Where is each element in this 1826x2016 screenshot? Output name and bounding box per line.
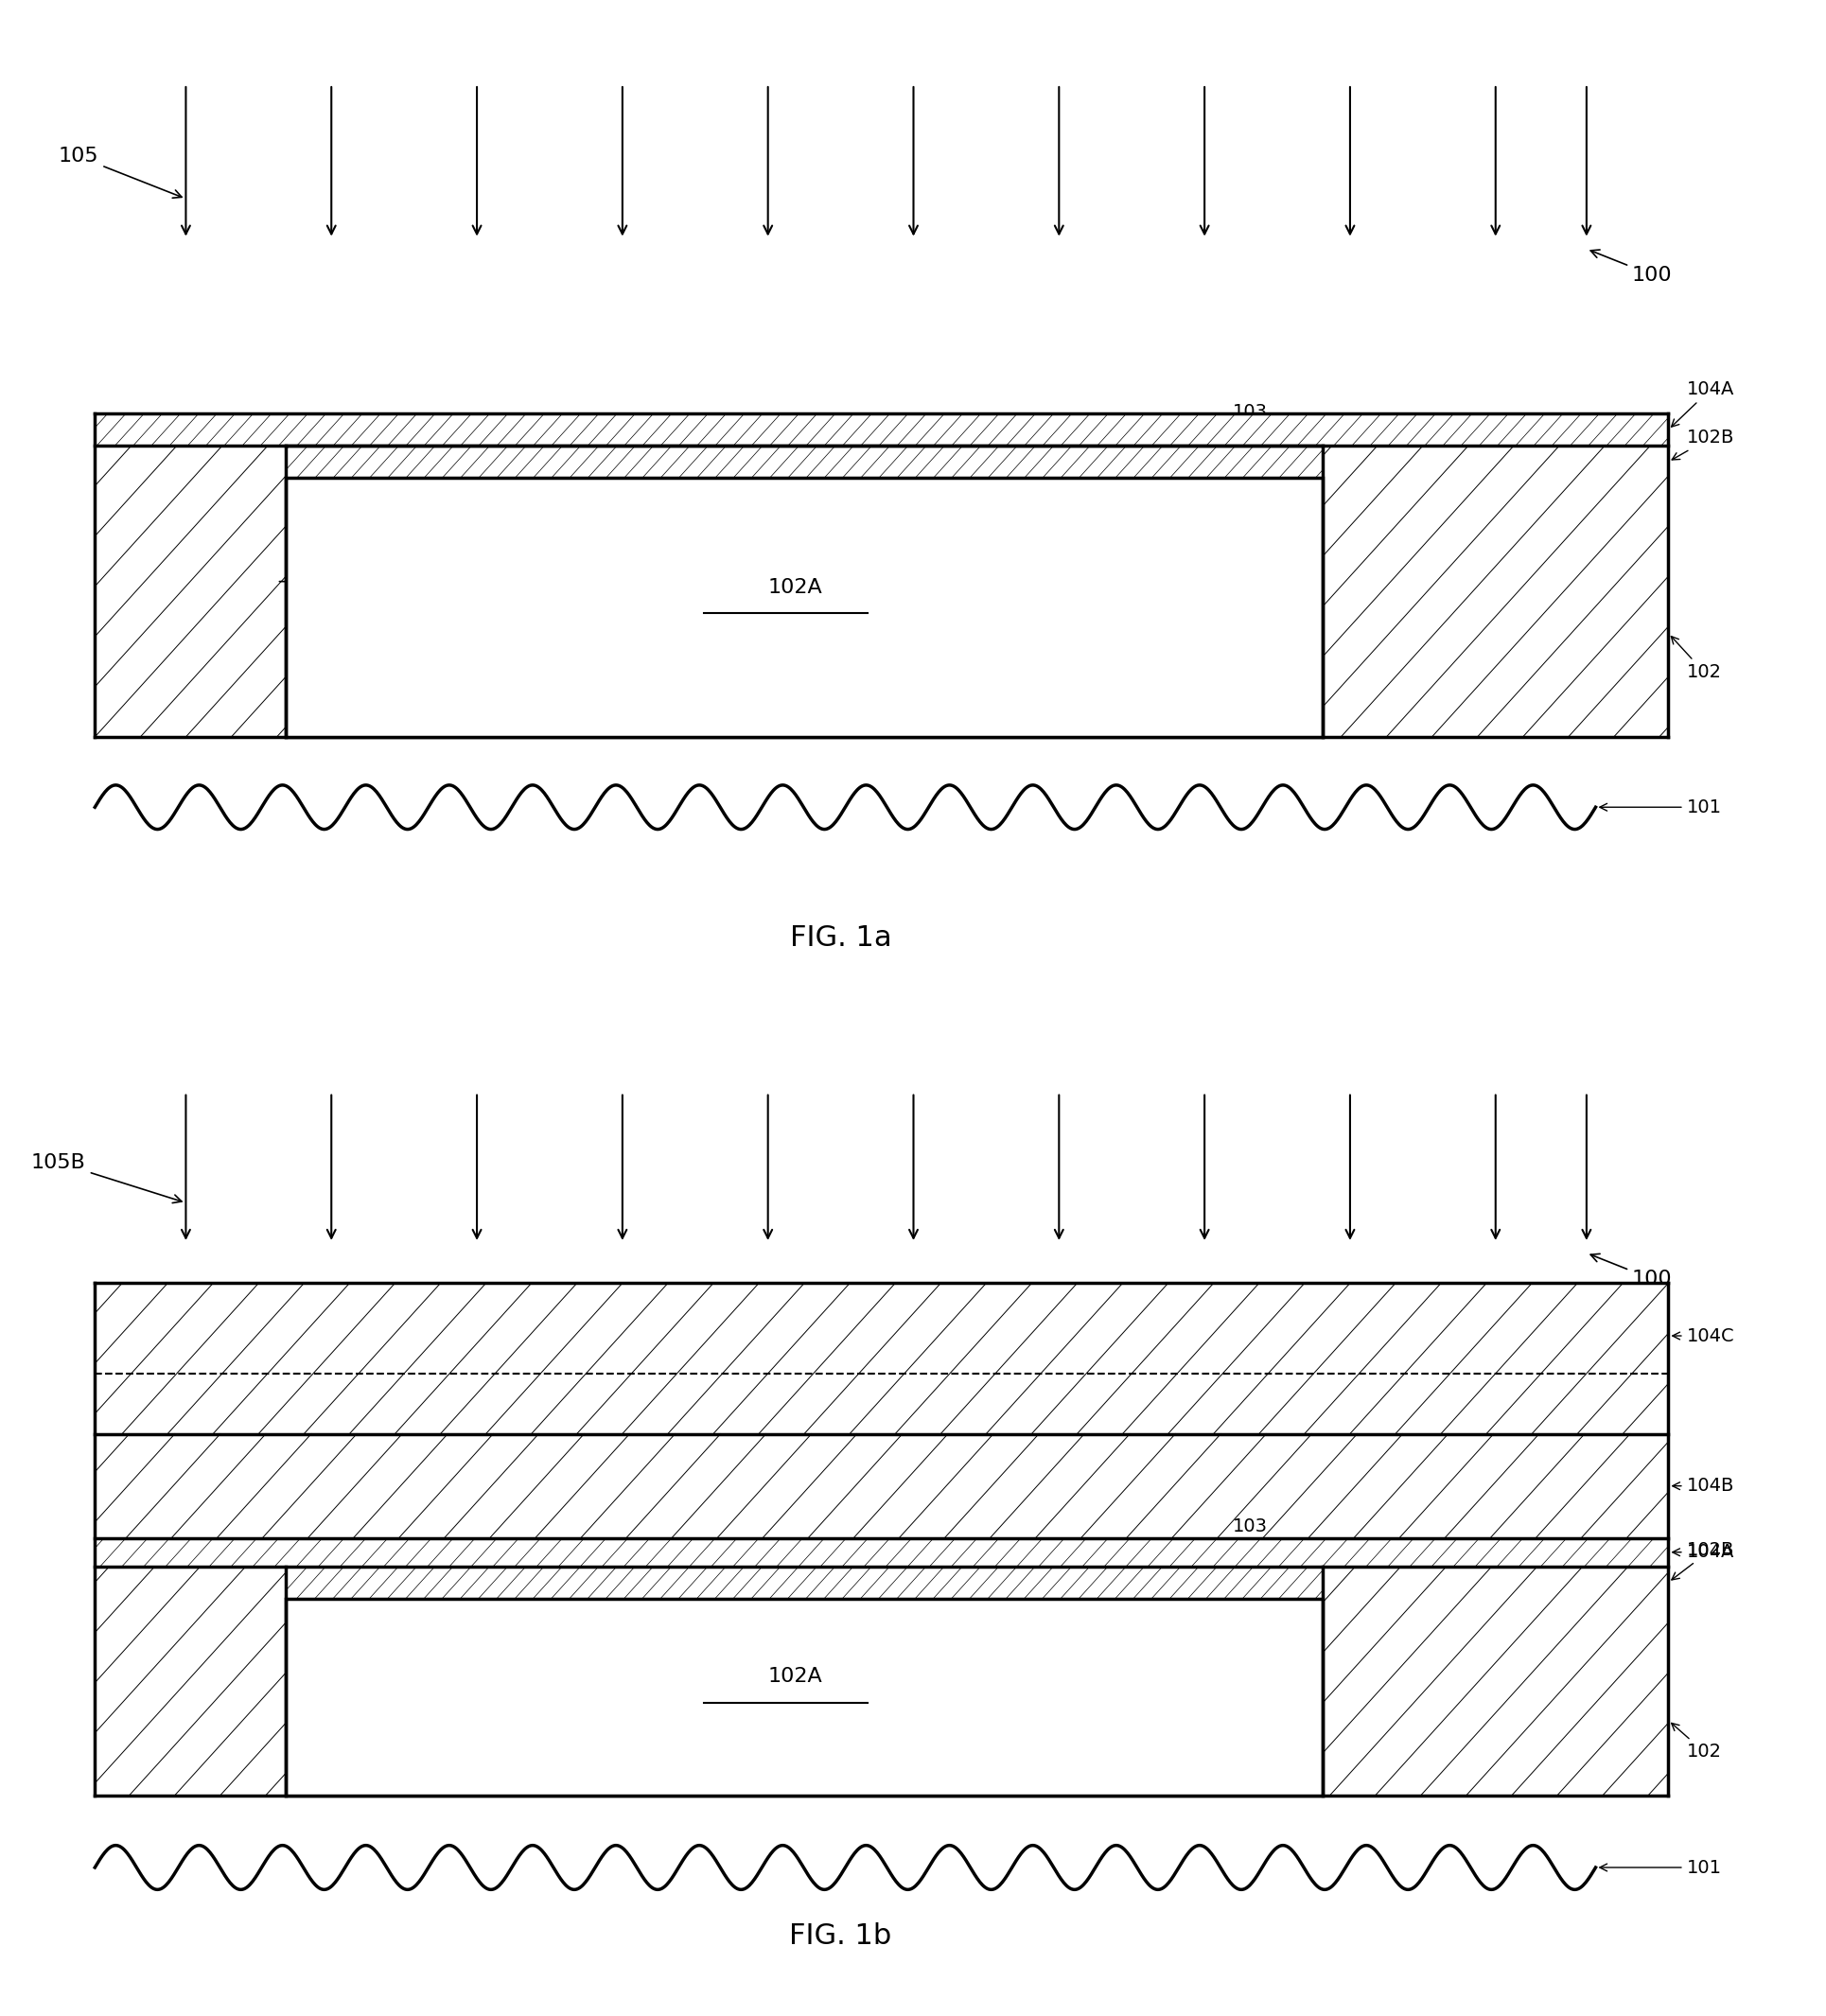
Text: 100: 100 [1590, 1254, 1671, 1288]
Text: FIG. 1a: FIG. 1a [789, 923, 891, 952]
Text: 104C: 104C [1671, 1327, 1733, 1345]
Bar [95, 1538, 1667, 1566]
Bar [95, 1282, 1667, 1794]
Text: 102A: 102A [767, 1667, 822, 1685]
Text: 102: 102 [1671, 637, 1720, 681]
Text: 101: 101 [1600, 798, 1720, 816]
Text: 104A: 104A [1671, 381, 1733, 427]
Bar [285, 1599, 1322, 1794]
Text: 100: 100 [1590, 250, 1671, 284]
Text: 104B: 104B [1671, 1478, 1733, 1496]
Text: 101: 101 [1600, 1859, 1720, 1877]
Bar [285, 478, 1322, 738]
Text: 102: 102 [1671, 1724, 1720, 1760]
Bar [95, 413, 1667, 738]
Text: 105: 105 [58, 147, 181, 198]
Text: 103: 103 [1233, 403, 1318, 460]
Bar [285, 1566, 1322, 1599]
Text: 102A: 102A [767, 579, 822, 597]
Bar [95, 413, 1667, 446]
Bar [95, 1433, 1667, 1538]
Text: 103: 103 [1233, 1518, 1318, 1581]
Bar [95, 1282, 1667, 1433]
Text: 105B: 105B [31, 1153, 181, 1204]
Text: 104A: 104A [1671, 1542, 1733, 1560]
Text: FIG. 1b: FIG. 1b [789, 1921, 891, 1949]
Text: 102B: 102B [1671, 1540, 1733, 1581]
Bar [285, 446, 1322, 478]
Text: 102B: 102B [1671, 429, 1733, 460]
